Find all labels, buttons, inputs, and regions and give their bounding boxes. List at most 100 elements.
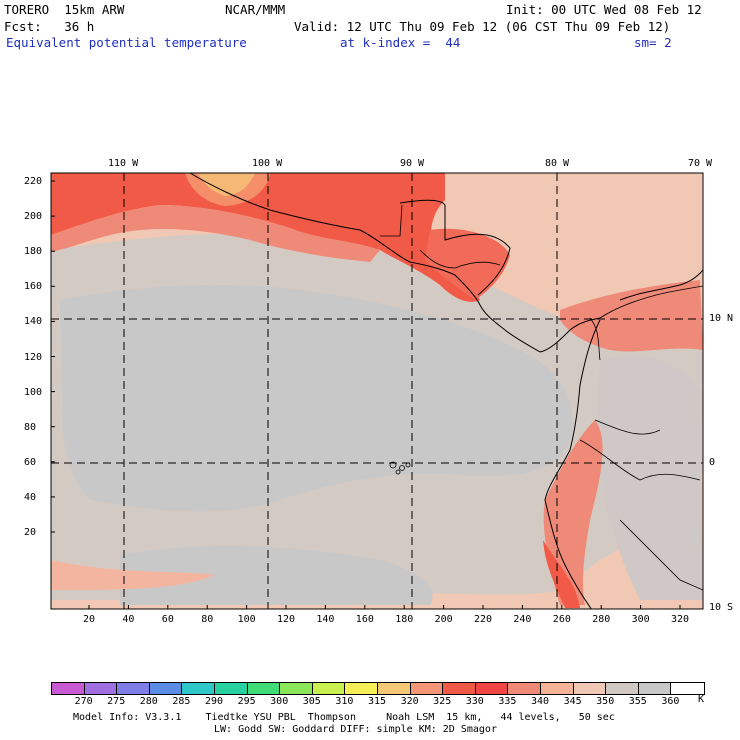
x-tick-label: 240	[513, 614, 532, 625]
x-tick-label: 220	[474, 614, 493, 625]
colorbar-swatch	[311, 682, 346, 695]
y-tick-label: 60	[24, 456, 37, 468]
y-tick-label: 180	[24, 246, 43, 258]
y-tick-label: 140	[24, 316, 43, 328]
colorbar-label: 270	[74, 696, 93, 707]
field-name: Equivalent potential temperature	[6, 35, 247, 50]
lon-label-110w: 110 W	[108, 158, 139, 169]
colorbar-swatch	[377, 682, 411, 695]
x-tick-label: 280	[592, 614, 611, 625]
lon-label-90w: 90 W	[400, 158, 425, 169]
x-tick-label: 80	[201, 614, 214, 625]
map-frame	[50, 172, 704, 610]
colorbar-swatch	[474, 682, 509, 695]
colorbar-unit: K	[698, 694, 705, 705]
colorbar-label: 300	[270, 696, 289, 707]
lon-label-100w: 100 W	[252, 158, 283, 169]
colorbar-swatch	[605, 682, 639, 695]
valid-time: Valid: 12 UTC Thu 09 Feb 12 (06 CST Thu …	[294, 19, 671, 34]
lon-label-70w: 70 W	[688, 158, 713, 169]
forecast-hour: Fcst: 36 h	[4, 19, 95, 34]
border-colombia-ecuador-peru	[579, 419, 703, 591]
smoothing-label: sm= 2	[634, 35, 672, 50]
colorbar-label: 295	[237, 696, 256, 707]
center-name: NCAR/MMM	[225, 2, 286, 17]
warm-band-pacific-south	[51, 560, 215, 590]
colorbar-swatch	[540, 682, 574, 695]
colorbar-swatch	[637, 682, 672, 695]
x-tick-label: 180	[395, 614, 414, 625]
y-tick-label: 120	[24, 351, 43, 363]
colorbar-swatch	[246, 682, 281, 695]
lon-label-80w: 80 W	[545, 158, 570, 169]
colorbar-label: 290	[204, 696, 224, 707]
grey-region-355	[60, 284, 573, 512]
colorbar-swatch	[442, 682, 476, 695]
coastline-yucatan	[399, 199, 511, 296]
colorbar-swatch	[409, 682, 444, 695]
colorbar-label: 285	[172, 696, 191, 707]
x-tick-label: 100	[237, 614, 256, 625]
x-tick-label: 40	[122, 614, 135, 625]
galapagos-islands	[389, 461, 411, 475]
lat-label-10s: 10 S	[709, 602, 734, 613]
colorbar-swatch	[344, 682, 378, 695]
y-tick-label: 40	[24, 491, 37, 503]
y-tick-label: 220	[24, 176, 43, 187]
colorbar-swatch	[572, 682, 607, 695]
colorbar-label: 345	[563, 696, 582, 707]
y-tick-label: 20	[24, 527, 37, 538]
lat-lon-grid	[51, 173, 703, 609]
colorbar-swatch	[116, 682, 150, 695]
x-tick-label: 20	[83, 614, 96, 625]
grey-region-south	[120, 545, 433, 605]
warm-region-peru-coast	[543, 420, 603, 605]
colorbar-label: 305	[302, 696, 321, 707]
x-tick-label: 120	[277, 614, 296, 625]
colorbar-swatch	[181, 682, 215, 695]
colorbar-label: 320	[400, 696, 419, 707]
x-tick-label: 60	[161, 614, 174, 625]
lat-label-10n: 10 N	[709, 313, 734, 324]
x-tick-label: 140	[316, 614, 335, 625]
x-tick-label: 300	[631, 614, 650, 625]
x-tick-label: 160	[355, 614, 374, 625]
colorbar-swatch	[83, 682, 118, 695]
coastline-mexico	[189, 173, 601, 353]
hot-region-peru-coast	[543, 540, 580, 608]
x-axis-ticks	[88, 605, 681, 609]
y-tick-label: 160	[24, 281, 43, 293]
colorbar-label: 315	[367, 696, 387, 707]
model-title: TORERO 15km ARW	[4, 2, 125, 17]
colorbar-label: 340	[530, 696, 550, 707]
orange-hotspot	[185, 173, 270, 206]
warm-region-mexico	[51, 173, 480, 302]
warm-region-mexico-edge	[51, 205, 380, 262]
x-tick-label: 260	[552, 614, 571, 625]
colorbar-label: 355	[628, 696, 647, 707]
colorbar-label: 310	[335, 696, 354, 707]
y-axis-ticks	[51, 180, 55, 533]
init-time: Init: 00 UTC Wed 08 Feb 12	[506, 2, 702, 17]
colorbar-label: 335	[498, 696, 517, 707]
colorbar-label: 280	[139, 696, 158, 707]
warm-region-venezuela	[560, 280, 703, 352]
colorbar-label: 325	[433, 696, 452, 707]
colorbar-swatch	[214, 682, 248, 695]
colorbar-swatch	[670, 682, 705, 695]
colorbar-swatch	[148, 682, 183, 695]
colorbar-label: 275	[107, 696, 126, 707]
model-physics: LW: Godd SW: Goddard DIFF: simple KM: 2D…	[214, 724, 497, 735]
y-tick-label: 100	[24, 386, 43, 398]
colorbar-swatch	[279, 682, 313, 695]
x-tick-label: 320	[671, 614, 690, 625]
colorbar-label: 360	[661, 696, 680, 707]
y-tick-label: 80	[24, 421, 37, 433]
y-tick-label: 200	[24, 211, 43, 223]
coastline-caribbean-north	[619, 269, 703, 301]
level-label: at k-index = 44	[340, 35, 461, 50]
colorbar-label: 350	[596, 696, 615, 707]
lat-label-0: 0	[709, 457, 716, 468]
colorbar-label: 330	[465, 696, 484, 707]
